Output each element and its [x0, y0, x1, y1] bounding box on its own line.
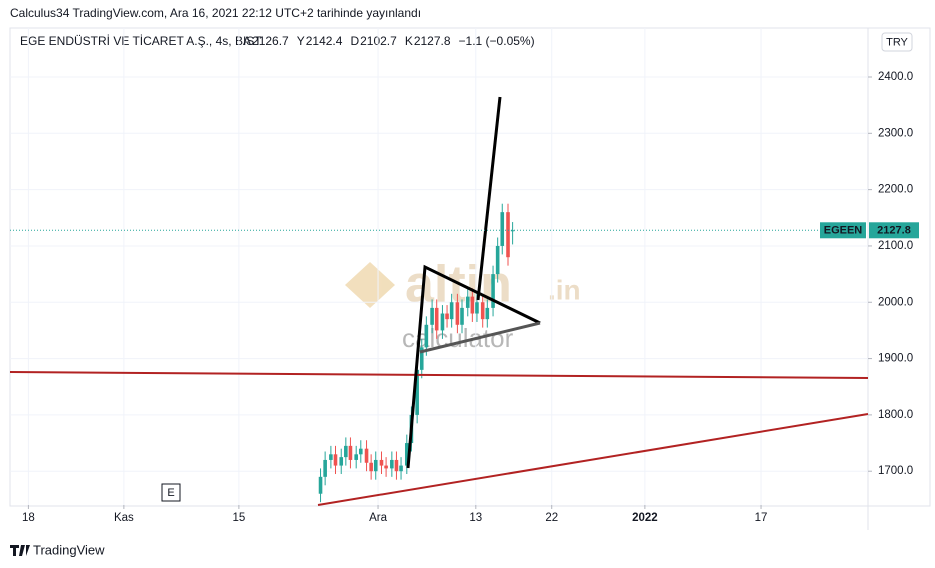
- x-tick-label: Kas: [114, 512, 134, 524]
- legend-value: 2142.4: [306, 34, 343, 48]
- candle-body: [415, 369, 419, 415]
- candle-body: [354, 454, 358, 460]
- x-tick-label: 22: [545, 512, 558, 524]
- candle-body: [348, 445, 353, 460]
- candle-body: [323, 459, 327, 477]
- candle-body: [333, 454, 338, 466]
- watermark-text: .in: [548, 274, 581, 305]
- candle-body: [394, 459, 399, 472]
- y-tick-label: 2400.0: [878, 71, 913, 83]
- x-tick-label: 13: [469, 512, 482, 524]
- watermark-logo: [345, 262, 395, 308]
- candle-body: [419, 347, 424, 370]
- candle-body: [495, 245, 500, 275]
- footer: TradingView: [10, 542, 105, 557]
- plot: [10, 28, 868, 505]
- legend-value: 2102.7: [360, 34, 397, 48]
- x-tick-label: 2022: [632, 512, 658, 524]
- candle-body: [424, 324, 429, 348]
- legend-letter: A: [243, 34, 251, 48]
- currency[interactable]: TRY: [886, 36, 908, 48]
- y-tick-label: 2000.0: [878, 296, 913, 308]
- x-tick-label: 18: [22, 512, 35, 524]
- candle-body: [500, 212, 505, 246]
- candle-body: [379, 459, 384, 466]
- y-tick-label: 1800.0: [878, 409, 913, 421]
- candle-body: [475, 302, 479, 314]
- symbol-title: EGE ENDÜSTRİ VE TİCARET A.Ş., 4s, BIST: [20, 34, 262, 48]
- candle-body: [329, 454, 333, 460]
- pennant-line: [419, 321, 541, 354]
- legend-change: −1.1 (−0.05%): [459, 34, 535, 48]
- price-label: 2127.8: [877, 225, 911, 237]
- legend-letter: K: [405, 34, 413, 48]
- price-tag: [869, 222, 919, 239]
- candle-body: [465, 296, 470, 308]
- y-tick-label: 2300.0: [878, 127, 913, 139]
- pennant-line: [406, 264, 541, 469]
- legend-letter: Y: [297, 34, 305, 48]
- ticker-tag: [820, 222, 866, 239]
- legend-value: 2126.7: [252, 34, 289, 48]
- candle-body: [404, 443, 409, 466]
- footer-logo: [10, 545, 30, 556]
- currency-box[interactable]: [881, 32, 913, 52]
- candle-body: [485, 307, 490, 320]
- x-tick-label: 15: [232, 512, 245, 524]
- y-tick-label: 1700.0: [878, 465, 913, 477]
- candle-body: [369, 462, 373, 472]
- candle-body: [434, 307, 439, 331]
- candle-body: [491, 274, 495, 308]
- watermark: altin .in calculator: [345, 256, 581, 353]
- candle-body: [445, 313, 449, 320]
- trend-line: [9, 371, 869, 379]
- candle-body: [344, 445, 348, 458]
- candle-body: [455, 302, 460, 325]
- footer-brand: TradingView: [33, 542, 105, 557]
- x-tick-label: 17: [755, 512, 768, 524]
- candle-body: [364, 448, 369, 463]
- x-tick-label: Ara: [369, 512, 388, 524]
- published-note: Calculus34 TradingView.com, Ara 16, 2021…: [10, 6, 421, 20]
- candle-body: [373, 459, 378, 472]
- candle-body: [480, 302, 485, 320]
- candle-body: [470, 296, 475, 314]
- candle-body: [390, 459, 394, 469]
- candle-body: [318, 476, 323, 494]
- event-marker[interactable]: [161, 483, 181, 502]
- candle-body: [358, 448, 363, 455]
- legend-value: 2127.8: [414, 34, 451, 48]
- legend-letter: D: [350, 34, 359, 48]
- target-line: [476, 96, 502, 301]
- drawings: [9, 96, 869, 506]
- candle-body: [449, 302, 454, 320]
- candle-body: [460, 307, 464, 325]
- event-marker-label[interactable]: E: [167, 487, 174, 499]
- y-tick-label: 2200.0: [878, 184, 913, 196]
- candle-body: [440, 313, 445, 331]
- candle-body: [399, 465, 403, 472]
- candle-body: [384, 465, 388, 469]
- ticker-label: EGEEN: [824, 225, 863, 237]
- y-tick-label: 1900.0: [878, 353, 913, 365]
- y-tick-label: 2100.0: [878, 240, 913, 252]
- candle-body: [339, 457, 344, 466]
- candle-body: [506, 212, 510, 258]
- candle-body: [510, 230, 515, 232]
- trend-line: [317, 413, 869, 506]
- candle-body: [430, 307, 434, 325]
